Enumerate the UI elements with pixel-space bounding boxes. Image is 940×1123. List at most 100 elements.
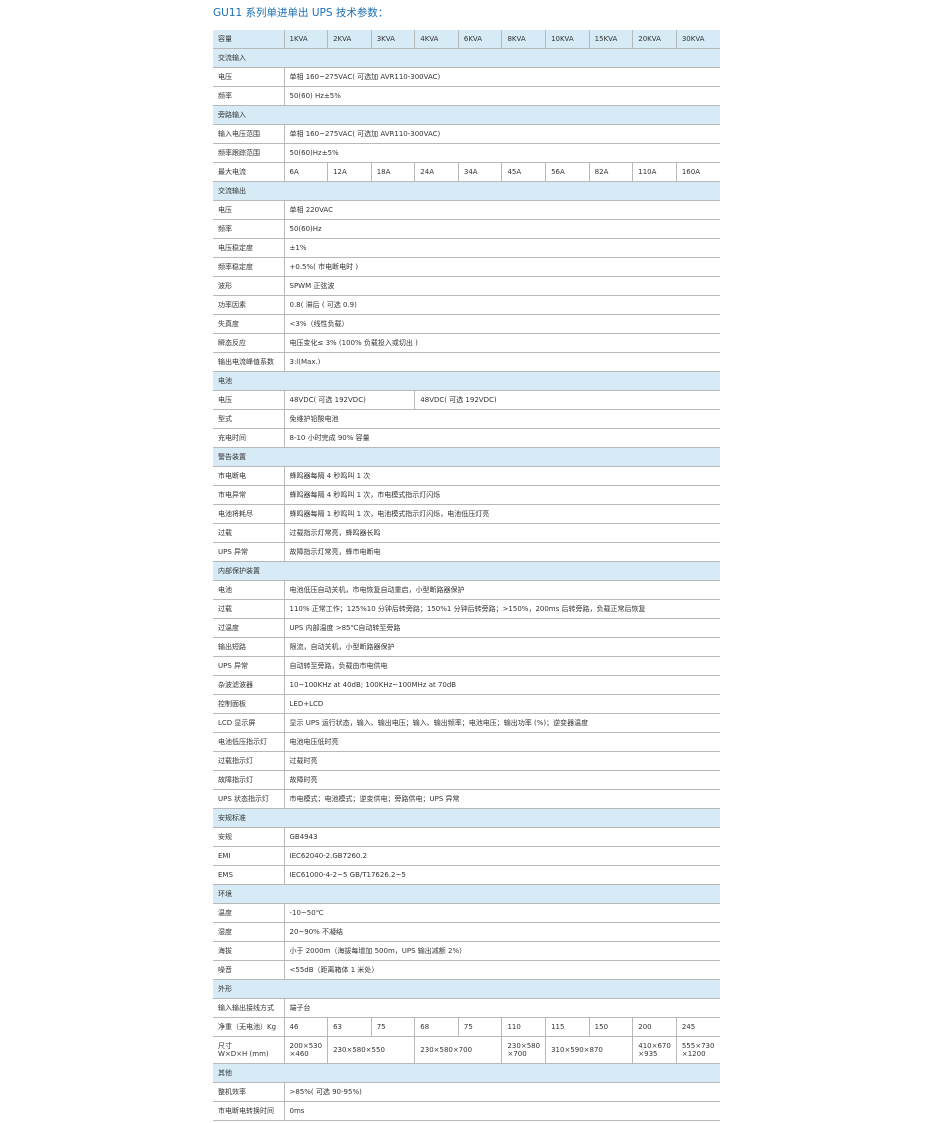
value-cell: 蜂鸣器每隔 4 秒鸣叫 1 次 [283, 466, 720, 486]
value-cell: 市电模式；电池模式；逆变供电；旁路供电；UPS 异常 [283, 789, 720, 809]
row-label: 瞬态反应 [213, 333, 284, 353]
value-cell: 单相 160~275VAC( 可选加 AVR110-300VAC) [283, 124, 720, 144]
row-label: 控制面板 [213, 694, 284, 714]
data-row: 输入输出接线方式 端子台 [213, 998, 720, 1018]
value-cell: 0.8( 滞后 ( 可选 0.9) [283, 295, 720, 315]
column-header: 4KVA [414, 30, 459, 49]
data-row: UPS 异常 故障指示灯常亮，蜂市电断电 [213, 542, 720, 562]
value-cell: 34A [457, 162, 502, 182]
value-cell: 50(60) Hz±5% [283, 86, 720, 106]
value-cell: 160A [675, 162, 720, 182]
value-cell: 故障指示灯常亮，蜂市电断电 [283, 542, 720, 562]
data-row: 瞬态反应 电压变化≤ 3% (100% 负载投入或切出 ) [213, 333, 720, 353]
value-cell: <55dB（距离箱体 1 米处） [283, 960, 720, 980]
value-cell: 46 [283, 1017, 328, 1037]
row-label: 电压稳定度 [213, 238, 284, 258]
value-cell: -10~50℃ [283, 903, 720, 923]
data-row: 控制面板 LED+LCD [213, 694, 720, 714]
value-cell: 3:l(Max.) [283, 352, 720, 372]
row-label: 故障指示灯 [213, 770, 284, 790]
row-label: EMS [213, 865, 284, 885]
row-label: 电池 [213, 580, 284, 600]
value-cell: LED+LCD [283, 694, 720, 714]
row-label: 尺寸 W×D×H (mm) [213, 1036, 284, 1064]
value-cell: 75 [457, 1017, 502, 1037]
row-label: 安规 [213, 827, 284, 847]
data-row: 尺寸 W×D×H (mm) 200×530 ×460 230×580×550 230×… [213, 1036, 720, 1064]
row-label: 失真度 [213, 314, 284, 334]
row-label: UPS 状态指示灯 [213, 789, 284, 809]
section-title: 警告装置 [213, 447, 720, 467]
data-row: 电池 电池低压自动关机，市电恢复自动重启，小型断路器保护 [213, 580, 720, 600]
data-row: 电池将耗尽 蜂鸣器每隔 1 秒鸣叫 1 次，电池模式指示灯闪烁，电池低压灯亮 [213, 504, 720, 524]
data-row: UPS 状态指示灯 市电模式；电池模式；逆变供电；旁路供电；UPS 异常 [213, 789, 720, 809]
data-row: 净重（无电池）Kg 46 63 75 68 75 110 115 150 200 245 [213, 1017, 720, 1037]
row-label: UPS 异常 [213, 656, 284, 676]
data-row: 波形 SPWM 正弦波 [213, 276, 720, 296]
row-label: 输出短路 [213, 637, 284, 657]
value-cell: 48VDC( 可选 192VDC) [283, 390, 415, 410]
table-body: 容量 1KVA 2KVA 3KVA 4KVA 6KVA 8KVA 10KVA 15KVA 20KV… [213, 30, 720, 1121]
section-title: 交流输出 [213, 181, 720, 201]
row-label: 频率 [213, 86, 284, 106]
column-header: 10KVA [545, 30, 590, 49]
value-cell: UPS 内部温度 >85℃自动转至旁路 [283, 618, 720, 638]
value-cell: 555×730 ×1200 [675, 1036, 720, 1064]
section-title: 旁路输入 [213, 105, 720, 125]
value-cell: 6A [283, 162, 328, 182]
row-label: 充电时间 [213, 428, 284, 448]
data-row: 整机效率 >85%( 可选 90-95%) [213, 1082, 720, 1102]
data-row: 市电断电 蜂鸣器每隔 4 秒鸣叫 1 次 [213, 466, 720, 486]
row-label: 市电断电 [213, 466, 284, 486]
value-cell: 过载指示灯常亮，蜂鸣器长鸣 [283, 523, 720, 543]
data-row: 噪音 <55dB（距离箱体 1 米处） [213, 960, 720, 980]
corner-cell: 容量 [213, 30, 284, 49]
value-cell: 10~100KHz at 40dB; 100KHz~100MHz at 70dB [283, 675, 720, 695]
data-row: 湿度 20~90% 不凝结 [213, 922, 720, 942]
row-label: 波形 [213, 276, 284, 296]
section-row: 外形 [213, 979, 720, 999]
value-cell: 电压变化≤ 3% (100% 负载投入或切出 ) [283, 333, 720, 353]
section-row: 电池 [213, 371, 720, 391]
value-cell: 0ms [283, 1101, 720, 1121]
data-row: 温度 -10~50℃ [213, 903, 720, 923]
value-cell: 显示 UPS 运行状态，输入、输出电压；输入、输出频率；电池电压；输出功率 (%… [283, 713, 720, 733]
row-label: 频率稳定度 [213, 257, 284, 277]
value-cell: 50(60)Hz [283, 219, 720, 239]
data-row: 最大电流 6A 12A 18A 24A 34A 45A 56A 82A 110A 160A [213, 162, 720, 182]
value-cell: 蜂鸣器每隔 1 秒鸣叫 1 次，电池模式指示灯闪烁，电池低压灯亮 [283, 504, 720, 524]
section-row: 交流输入 [213, 48, 720, 68]
data-row: 频率稳定度 +0.5%( 市电断电时 ) [213, 257, 720, 277]
data-row: 频率 50(60)Hz [213, 219, 720, 239]
value-cell: 故障时亮 [283, 770, 720, 790]
title: GU11 系列单进单出 UPS 技术参数： [213, 7, 389, 19]
section-title: 电池 [213, 371, 720, 391]
value-cell: 68 [414, 1017, 459, 1037]
spec-table: 容量 1KVA 2KVA 3KVA 4KVA 6KVA 8KVA 10KVA 15KVA 20KV… [213, 30, 720, 1121]
value-cell: 230×580×700 [414, 1036, 502, 1064]
data-row: 电压 48VDC( 可选 192VDC) 48VDC( 可选 192VDC) [213, 390, 720, 410]
value-cell: <3%（线性负载） [283, 314, 720, 334]
row-label: EMI [213, 846, 284, 866]
data-row: 海拔 小于 2000m（海拔每增加 500m，UPS 输出减额 2%） [213, 941, 720, 961]
row-label: 湿度 [213, 922, 284, 942]
row-label: 整机效率 [213, 1082, 284, 1102]
data-row: 市电异常 蜂鸣器每隔 4 秒鸣叫 1 次，市电模式指示灯闪烁 [213, 485, 720, 505]
value-cell: 200×530 ×460 [283, 1036, 328, 1064]
row-label: LCD 显示屏 [213, 713, 284, 733]
row-label: 输入输出接线方式 [213, 998, 284, 1018]
value-cell: 410×670 ×935 [632, 1036, 677, 1064]
data-row: 电池低压指示灯 电池电压低时亮 [213, 732, 720, 752]
section-title: 其他 [213, 1063, 720, 1083]
data-row: 电压稳定度 ±1% [213, 238, 720, 258]
row-label: 净重（无电池）Kg [213, 1017, 284, 1037]
column-header: 3KVA [370, 30, 415, 49]
header-row: 容量 1KVA 2KVA 3KVA 4KVA 6KVA 8KVA 10KVA 15KVA 20KV… [213, 30, 720, 49]
value-cell: 免维护铅酸电池 [283, 409, 720, 429]
value-cell: 自动转至旁路，负载由市电供电 [283, 656, 720, 676]
value-cell: 82A [588, 162, 633, 182]
row-label: 电压 [213, 67, 284, 87]
value-cell: ±1% [283, 238, 720, 258]
data-row: 电压 单相 220VAC [213, 200, 720, 220]
